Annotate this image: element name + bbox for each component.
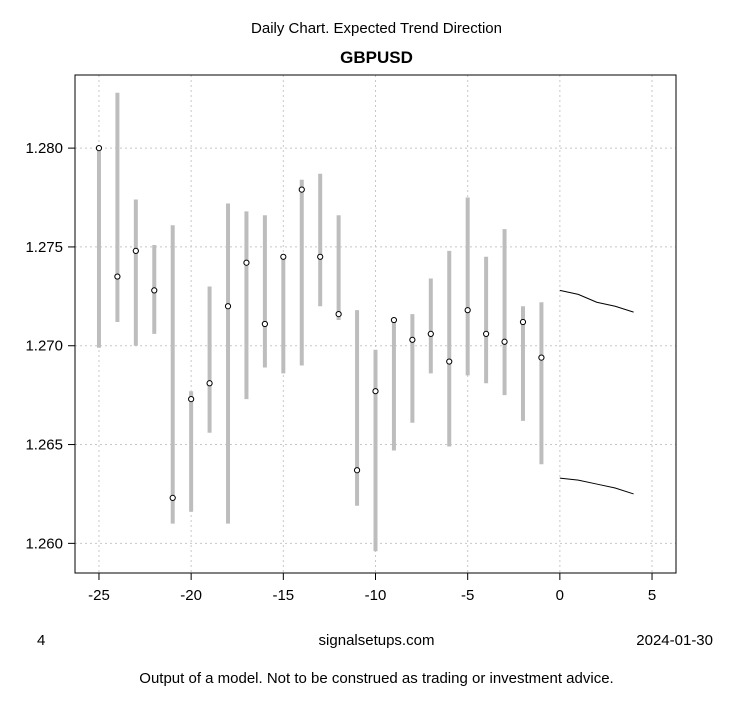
chart-suptitle: Daily Chart. Expected Trend Direction xyxy=(251,20,502,37)
close-point xyxy=(132,247,139,254)
close-point xyxy=(390,316,398,324)
chart-title: GBPUSD xyxy=(340,48,413,67)
close-point xyxy=(501,338,508,345)
x-axis: -25 -20 -15 -10 -5 0 5 xyxy=(88,573,656,604)
close-points xyxy=(95,145,545,502)
close-point xyxy=(114,273,121,280)
y-tick-label: 1.265 xyxy=(25,437,63,454)
close-point xyxy=(298,186,305,193)
close-point xyxy=(151,287,158,294)
footer-site-label: signalsetups.com xyxy=(318,632,435,649)
y-tick-label: 1.270 xyxy=(25,338,63,355)
footer-date-label: 2024-01-30 xyxy=(636,632,713,649)
y-axis: 1.260 1.265 1.270 1.275 1.280 xyxy=(25,140,75,552)
close-point xyxy=(519,318,527,326)
x-tick-label: -20 xyxy=(180,587,202,604)
range-bars xyxy=(96,92,544,552)
x-tick-label: -10 xyxy=(365,587,387,604)
close-point xyxy=(427,330,434,337)
close-point xyxy=(261,320,268,328)
close-point xyxy=(280,253,287,260)
y-tick-label: 1.260 xyxy=(25,535,63,552)
x-tick-label: 0 xyxy=(556,587,564,604)
x-tick-label: -25 xyxy=(88,587,110,604)
close-point xyxy=(446,358,453,365)
close-point xyxy=(409,336,416,343)
y-tick-label: 1.280 xyxy=(25,140,63,157)
close-point xyxy=(206,380,213,387)
forecast-lines xyxy=(559,289,634,495)
close-point xyxy=(372,388,379,395)
close-point xyxy=(224,303,232,310)
close-point xyxy=(317,253,324,260)
footer-left-label: 4 xyxy=(37,632,46,649)
close-point xyxy=(335,311,342,318)
close-point xyxy=(483,330,490,337)
close-point xyxy=(538,354,545,361)
x-tick-label: -15 xyxy=(272,587,294,604)
close-point xyxy=(243,259,250,266)
forecast-line xyxy=(559,477,634,495)
close-point xyxy=(169,494,176,502)
close-point xyxy=(95,145,103,152)
disclaimer-text: Output of a model. Not to be construed a… xyxy=(139,670,614,687)
close-point xyxy=(188,395,195,403)
y-tick-label: 1.275 xyxy=(25,239,63,256)
forecast-line xyxy=(559,289,634,313)
x-tick-label: 5 xyxy=(648,587,656,604)
close-point xyxy=(464,307,471,314)
close-point xyxy=(353,467,361,474)
x-tick-label: -5 xyxy=(461,587,474,604)
